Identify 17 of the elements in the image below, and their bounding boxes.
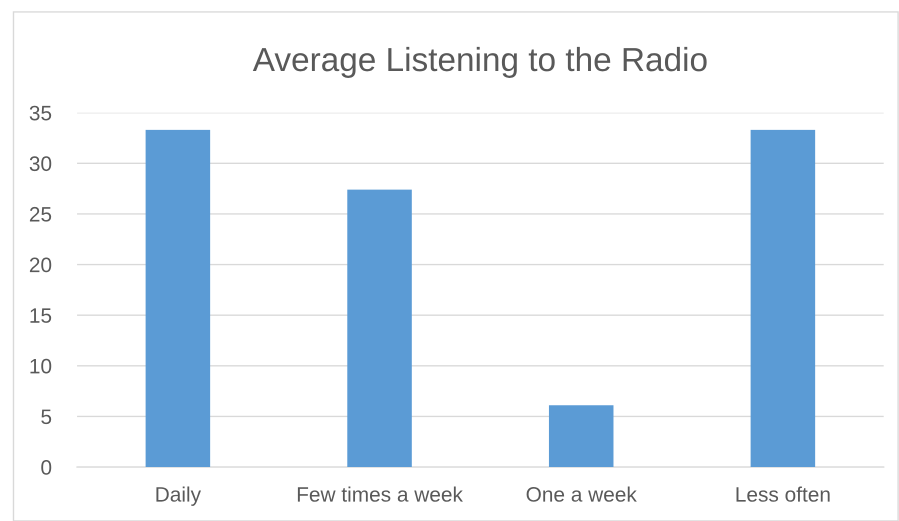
x-tick-label: Few times a week [298,486,463,502]
chart-title: Average Listening to the Radio [252,46,707,78]
bar [347,190,412,468]
bar [750,130,816,468]
x-tick-label: Daily [156,486,201,506]
y-tick-label: 0 [41,460,52,475]
y-tick-label: 5 [41,410,52,424]
y-tick-label: 15 [30,308,52,323]
x-tick-label: Less often [736,486,830,502]
y-tick-label: 35 [30,106,52,120]
bar [146,130,210,468]
x-tick-label: One a week [526,486,637,502]
bar [548,405,614,468]
y-tick-label: 25 [30,206,52,222]
y-tick-label: 20 [30,258,52,272]
y-tick-label: 30 [30,156,52,172]
y-tick-label: 10 [30,358,52,374]
